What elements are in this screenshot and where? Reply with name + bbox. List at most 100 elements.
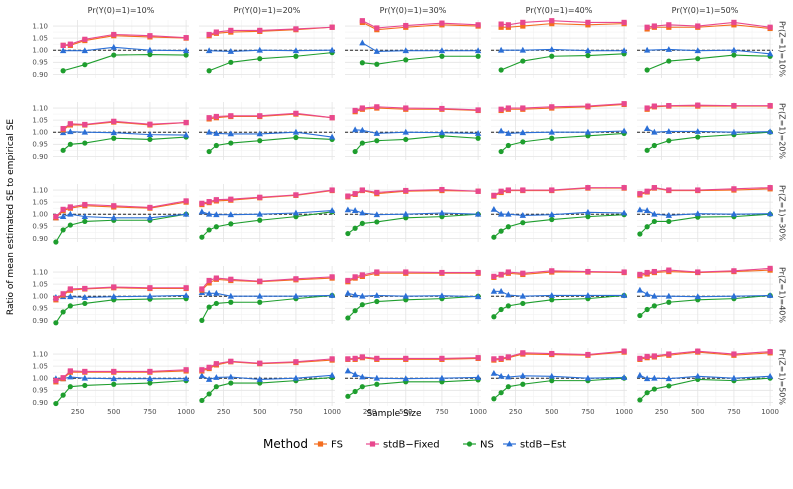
point-ns: [111, 381, 117, 387]
point-stdb-fixed: [731, 103, 737, 109]
point-stdb-fixed: [111, 368, 117, 375]
point-stdb-fixed: [731, 186, 737, 192]
point-stdb-fixed: [213, 29, 219, 35]
point-stdb-fixed: [666, 103, 672, 109]
legend-title: Method: [263, 437, 308, 451]
series-stdb-fixed: [60, 118, 189, 132]
point-stdb-est: [110, 43, 117, 50]
legend-key-marker: [466, 441, 473, 447]
y-tick-label: 1.10: [32, 104, 48, 112]
point-ns: [82, 62, 88, 68]
point-stdb-fixed: [439, 186, 445, 193]
series-stdb-fixed: [60, 31, 189, 48]
point-stdb-fixed: [498, 355, 504, 361]
point-stdb-fixed: [82, 201, 88, 208]
point-stdb-fixed: [206, 31, 212, 38]
point-stdb-est: [505, 373, 512, 380]
panel-background: [53, 266, 189, 324]
point-stdb-est: [344, 367, 352, 374]
point-ns: [505, 224, 511, 230]
point-stdb-est: [766, 50, 774, 57]
point-stdb-fixed: [67, 286, 73, 292]
point-stdb-est: [146, 131, 154, 138]
point-stdb-fixed: [439, 20, 445, 26]
point-stdb-est: [651, 292, 658, 299]
point-stdb-fixed: [491, 356, 497, 362]
facet-row-label: Pr(Z=1)=10%: [778, 21, 787, 77]
point-stdb-est: [81, 374, 89, 381]
series-stdb-fixed: [199, 274, 335, 292]
point-fs: [549, 21, 555, 27]
point-ns: [505, 142, 511, 149]
point-stdb-fixed: [359, 272, 365, 278]
point-stdb-est: [519, 292, 527, 299]
point-ns: [257, 299, 263, 305]
series-stdb-est: [643, 125, 774, 135]
panel-background: [637, 184, 773, 242]
y-tick-label: 1.00: [32, 375, 48, 383]
series-stdb-fixed: [345, 354, 481, 362]
point-stdb-fixed: [82, 285, 88, 292]
facet-row-label: Pr(Z=1)=30%: [778, 185, 787, 241]
point-stdb-est: [182, 210, 190, 217]
point-ns: [498, 306, 504, 313]
panel-r3-c2: [198, 184, 336, 242]
point-stdb-est: [110, 375, 117, 382]
series-stdb-est: [205, 46, 336, 54]
point-stdb-est: [292, 374, 300, 381]
point-stdb-est: [497, 210, 505, 217]
point-ns: [374, 381, 380, 387]
point-stdb-est: [198, 372, 206, 379]
point-stdb-fixed: [637, 191, 643, 197]
point-ns: [498, 390, 504, 396]
gridlines: [637, 102, 773, 160]
point-stdb-est: [730, 210, 738, 217]
point-stdb-fixed: [651, 353, 657, 359]
point-stdb-fixed: [403, 105, 409, 111]
point-ns: [147, 380, 153, 386]
point-stdb-est: [256, 210, 263, 217]
point-stdb-est: [665, 375, 673, 382]
point-stdb-est: [665, 128, 673, 134]
point-ns: [374, 219, 380, 225]
point-ns: [293, 53, 299, 59]
point-stdb-fixed: [293, 359, 299, 365]
point-stdb-est: [344, 289, 352, 296]
point-stdb-fixed: [695, 23, 701, 29]
point-stdb-fixed: [585, 103, 591, 109]
panel-background: [491, 102, 627, 160]
panel-background: [491, 20, 627, 78]
point-stdb-fixed: [329, 356, 335, 362]
point-stdb-fixed: [505, 187, 511, 193]
point-ns: [60, 227, 66, 233]
point-stdb-est: [584, 128, 592, 135]
panel-r5-c5: [636, 348, 774, 406]
point-stdb-est: [205, 128, 213, 135]
point-ns: [637, 397, 643, 403]
panel-r5-c2: [198, 348, 336, 406]
point-ns: [644, 67, 650, 73]
point-ns: [345, 393, 351, 399]
point-stdb-est: [519, 212, 527, 218]
point-stdb-est: [292, 128, 300, 135]
point-stdb-fixed: [147, 121, 153, 127]
point-stdb-fixed: [293, 110, 299, 116]
point-stdb-est: [505, 291, 512, 298]
point-ns: [199, 317, 205, 323]
point-stdb-fixed: [520, 270, 526, 276]
point-ns: [666, 218, 672, 225]
point-ns: [549, 135, 555, 141]
point-stdb-fixed: [549, 18, 555, 24]
point-stdb-est: [497, 287, 505, 294]
point-stdb-fixed: [228, 276, 234, 282]
point-ns: [520, 220, 526, 226]
point-stdb-fixed: [505, 269, 511, 275]
point-stdb-est: [519, 46, 527, 53]
series-stdb-fixed: [199, 187, 335, 206]
point-stdb-est: [351, 126, 359, 133]
point-stdb-est: [402, 47, 409, 54]
point-stdb-fixed: [767, 349, 773, 355]
point-ns: [228, 221, 234, 227]
point-stdb-est: [474, 374, 482, 380]
point-stdb-fixed: [644, 269, 650, 276]
